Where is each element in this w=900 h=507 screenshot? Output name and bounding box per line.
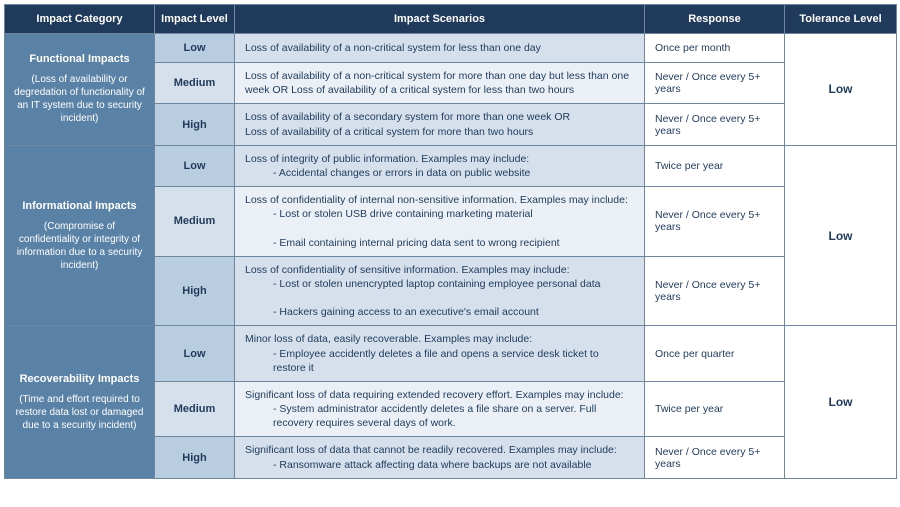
impact-matrix-table: Impact Category Impact Level Impact Scen…: [4, 4, 897, 479]
impact-level-cell: Medium: [155, 63, 235, 104]
scenario-item: - Hackers gaining access to an executive…: [245, 305, 634, 319]
tolerance-cell: Low: [785, 326, 897, 478]
impact-level-cell: Medium: [155, 381, 235, 437]
tolerance-cell: Low: [785, 145, 897, 326]
scenario-item: - Email containing internal pricing data…: [245, 236, 634, 250]
category-desc: (Loss of availability or degredation of …: [14, 74, 145, 124]
scenario-cell: Significant loss of data that cannot be …: [235, 437, 645, 478]
header-scenarios: Impact Scenarios: [235, 5, 645, 34]
impact-level-cell: Medium: [155, 187, 235, 257]
response-cell: Never / Once every 5+ years: [645, 104, 785, 145]
category-title: Recoverability Impacts: [13, 373, 146, 385]
response-cell: Never / Once every 5+ years: [645, 256, 785, 326]
category-cell: Recoverability Impacts (Time and effort r…: [5, 326, 155, 478]
response-cell: Never / Once every 5+ years: [645, 187, 785, 257]
scenario-item: - Lost or stolen USB drive containing ma…: [245, 207, 634, 221]
response-cell: Once per quarter: [645, 326, 785, 382]
table-header: Impact Category Impact Level Impact Scen…: [5, 5, 897, 34]
scenario-cell: Loss of availability of a non-critical s…: [235, 34, 645, 63]
scenario-item: - Ransomware attack affecting data where…: [245, 458, 634, 472]
category-desc: (Time and effort required to restore dat…: [16, 394, 144, 431]
response-cell: Never / Once every 5+ years: [645, 63, 785, 104]
response-cell: Never / Once every 5+ years: [645, 437, 785, 478]
response-cell: Once per month: [645, 34, 785, 63]
category-title: Informational Impacts: [13, 200, 146, 212]
category-title: Functional Impacts: [13, 53, 146, 65]
category-cell: Informational Impacts (Compromise of conf…: [5, 145, 155, 326]
impact-level-cell: High: [155, 437, 235, 478]
scenario-cell: Minor loss of data, easily recoverable. …: [235, 326, 645, 382]
scenario-cell: Loss of confidentiality of internal non-…: [235, 187, 645, 257]
scenario-cell: Loss of availability of a secondary syst…: [235, 104, 645, 145]
impact-level-cell: High: [155, 104, 235, 145]
scenario-cell: Loss of integrity of public information.…: [235, 145, 645, 186]
header-response: Response: [645, 5, 785, 34]
table-body: Functional Impacts (Loss of availability …: [5, 34, 897, 479]
scenario-item: - Lost or stolen unencrypted laptop cont…: [245, 277, 634, 291]
header-level: Impact Level: [155, 5, 235, 34]
impact-level-cell: Low: [155, 145, 235, 186]
scenario-item: - System administrator accidently delete…: [245, 402, 634, 430]
header-category: Impact Category: [5, 5, 155, 34]
scenario-item: - Accidental changes or errors in data o…: [245, 166, 634, 180]
table-row: Informational Impacts(Compromise of conf…: [5, 145, 897, 186]
impact-level-cell: High: [155, 256, 235, 326]
response-cell: Twice per year: [645, 145, 785, 186]
category-desc: (Compromise of confidentiality or integr…: [17, 221, 143, 271]
table-row: Functional Impacts(Loss of availability …: [5, 34, 897, 63]
scenario-cell: Loss of availability of a non-critical s…: [235, 63, 645, 104]
category-cell: Functional Impacts (Loss of availability …: [5, 34, 155, 146]
scenario-item: - Employee accidently deletes a file and…: [245, 347, 634, 375]
scenario-cell: Loss of confidentiality of sensitive inf…: [235, 256, 645, 326]
table-row: Recoverability Impacts(Time and effort r…: [5, 326, 897, 382]
header-tolerance: Tolerance Level: [785, 5, 897, 34]
response-cell: Twice per year: [645, 381, 785, 437]
impact-level-cell: Low: [155, 34, 235, 63]
scenario-cell: Significant loss of data requiring exten…: [235, 381, 645, 437]
tolerance-cell: Low: [785, 34, 897, 146]
impact-level-cell: Low: [155, 326, 235, 382]
